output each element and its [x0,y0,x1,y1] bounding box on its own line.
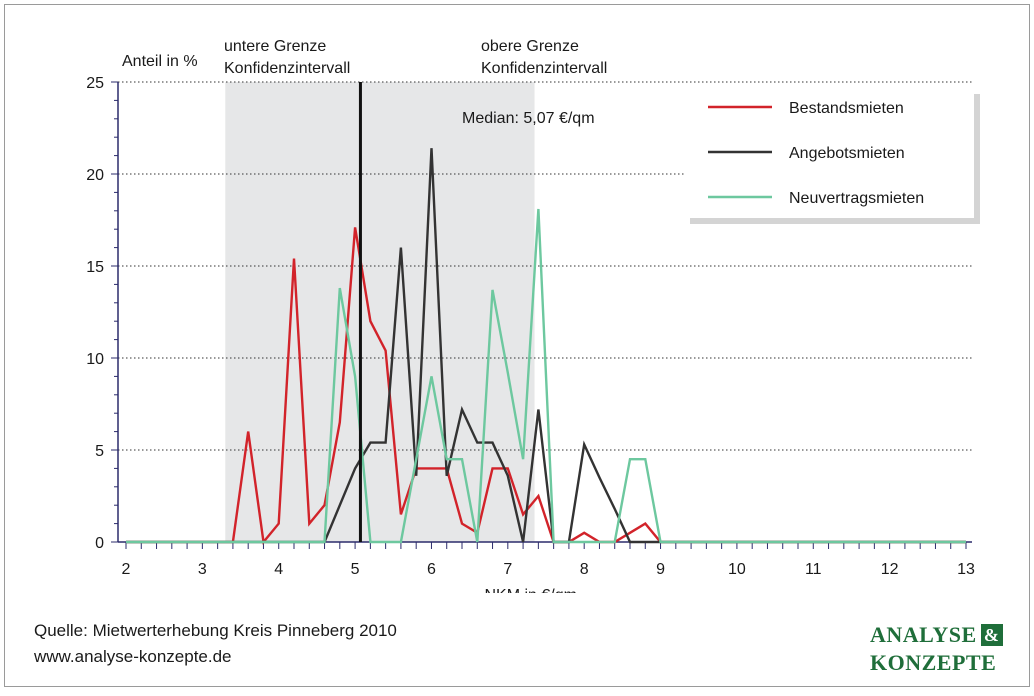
y-tick-label: 0 [95,535,104,552]
company-logo-line2: KONZEPTE [870,650,997,675]
x-tick-label: 5 [351,561,360,578]
company-logo: ANALYSE & [870,622,1003,648]
source-text: Quelle: Mietwerterhebung Kreis Pinneberg… [34,621,397,640]
legend-label: Angebotsmieten [789,145,905,162]
outer-border [4,4,1030,687]
x-axis-label: NKM in €/qm [484,587,576,604]
x-tick-label: 6 [427,561,436,578]
x-tick-label: 12 [881,561,899,578]
x-tick-label: 11 [805,561,822,578]
series-line-3 [126,208,966,544]
y-tick-label: 20 [86,167,104,184]
x-tick-label: 8 [580,561,589,578]
x-tick-label: 13 [957,561,975,578]
x-tick-label: 9 [656,561,665,578]
y-tick-label: 25 [86,75,104,92]
source-url: www.analyse-konzepte.de [34,647,232,666]
confidence-interval-band [225,82,535,542]
y-axis-label: Anteil in % [122,53,198,70]
x-tick-label: 2 [122,561,131,578]
logo-ampersand: & [980,624,1003,646]
legend-label: Bestandsmieten [789,100,904,117]
y-tick-label: 5 [95,443,104,460]
lower-bound-label-line2: Konfidenzintervall [224,60,350,77]
median-label: Median: 5,07 €/qm [462,110,595,127]
logo-line1: ANALYSE [870,622,977,647]
x-tick-label: 10 [728,561,746,578]
legend-label: Neuvertragsmieten [789,190,924,207]
series-line-2 [126,148,966,544]
x-tick-label: 4 [274,561,283,578]
upper-bound-label-line2: Konfidenzintervall [481,60,607,77]
x-tick-label: 7 [503,561,512,578]
y-tick-label: 10 [86,351,104,368]
y-tick-label: 15 [86,259,104,276]
upper-bound-label-line1: obere Grenze [481,38,579,55]
x-tick-label: 3 [198,561,207,578]
lower-bound-label-line1: untere Grenze [224,38,326,55]
